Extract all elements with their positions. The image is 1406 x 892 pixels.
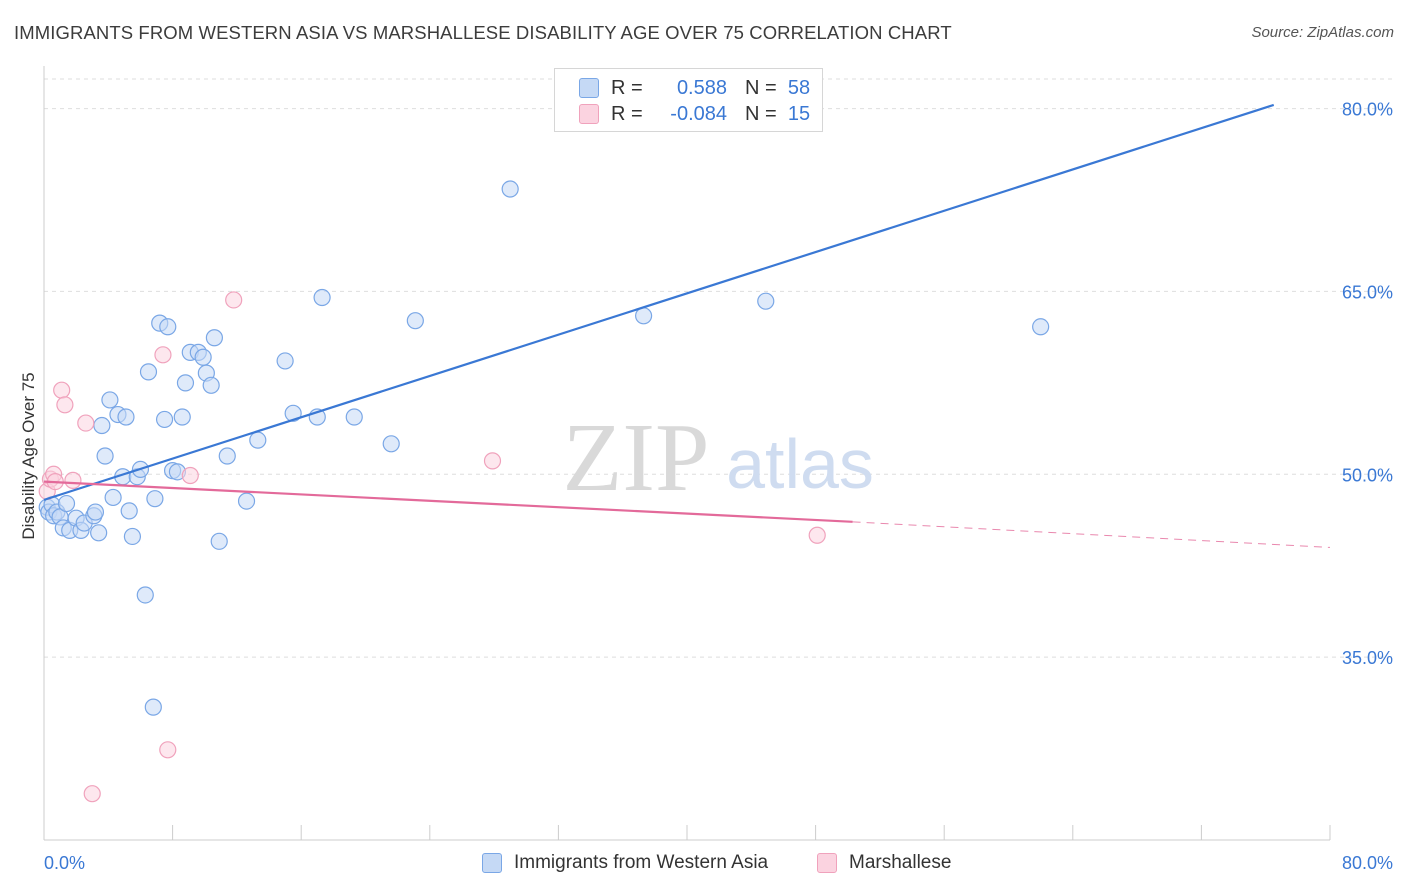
x-tick-label: 0.0%	[44, 853, 85, 873]
watermark-zip: ZIP	[563, 404, 710, 512]
source-label: Source: ZipAtlas.com	[1251, 24, 1394, 41]
y-tick-label: 80.0%	[1342, 100, 1393, 120]
series-marshallese	[38, 291, 826, 803]
data-point	[757, 292, 775, 310]
legend-n-value: 58	[787, 76, 811, 99]
legend-r-label: R =	[611, 76, 643, 99]
y-tick-label: 35.0%	[1342, 648, 1393, 668]
trend-line-western-asia	[43, 103, 1275, 501]
watermark-atlas: atlas	[726, 425, 874, 503]
data-point	[225, 291, 243, 309]
data-point	[159, 318, 177, 336]
series-swatch-western-asia	[482, 853, 502, 873]
data-point	[202, 376, 220, 394]
data-point	[501, 180, 519, 198]
legend-n-label: N =	[745, 76, 777, 99]
data-point	[276, 352, 294, 370]
data-point	[249, 431, 267, 449]
data-point	[483, 452, 502, 470]
watermark: ZIP atlas	[563, 404, 874, 512]
data-point	[120, 502, 138, 520]
data-point	[194, 348, 212, 366]
chart-title: IMMIGRANTS FROM WESTERN ASIA VS MARSHALL…	[14, 22, 952, 43]
data-point	[345, 408, 363, 426]
data-point	[205, 329, 223, 347]
y-tick-label: 65.0%	[1342, 282, 1393, 302]
data-point	[136, 586, 154, 604]
data-point	[159, 741, 177, 759]
data-point	[90, 524, 108, 542]
data-point	[154, 346, 172, 364]
y-axis-label: Disability Age Over 75	[19, 372, 38, 539]
legend-swatch-marshallese	[579, 104, 599, 124]
data-point	[77, 414, 95, 432]
data-point	[313, 288, 331, 307]
data-point	[96, 447, 114, 465]
data-point	[218, 447, 236, 465]
axes	[43, 66, 1331, 841]
y-tick-labels: 35.0% 50.0% 65.0% 80.0%	[1342, 100, 1393, 669]
data-point	[237, 492, 256, 510]
data-point	[382, 435, 400, 453]
series-legend-item-western-asia: Immigrants from Western Asia	[482, 852, 768, 874]
grid-lines	[44, 78, 1392, 658]
data-point	[101, 391, 119, 409]
data-point	[155, 410, 174, 429]
data-point	[406, 312, 424, 330]
data-point	[173, 408, 191, 426]
data-point	[83, 785, 101, 803]
series-name: Immigrants from Western Asia	[514, 852, 769, 873]
x-tick-label: 80.0%	[1342, 853, 1393, 873]
series-name: Marshallese	[849, 852, 952, 873]
data-point	[808, 526, 826, 544]
data-point	[146, 490, 164, 508]
series-points	[38, 180, 1050, 803]
trend-lines	[43, 103, 1331, 548]
data-point	[86, 503, 105, 521]
legend-row-marshallese: R = -0.084 N = 15	[579, 101, 819, 127]
data-point	[57, 494, 76, 513]
legend-r-label: R =	[611, 102, 643, 125]
legend-r-value: -0.084	[670, 102, 727, 125]
trend-line-marshallese	[43, 480, 853, 523]
data-point	[56, 396, 74, 414]
trend-line-extension	[852, 521, 1331, 548]
data-point	[1032, 318, 1050, 336]
y-tick-label: 50.0%	[1342, 465, 1393, 485]
correlation-legend: R = 0.588 N = 58 R = -0.084 N = 15	[554, 68, 823, 132]
data-point	[176, 374, 195, 392]
data-point	[104, 488, 122, 507]
series-western-asia	[38, 180, 1050, 716]
legend-n-label: N =	[745, 102, 777, 125]
data-point	[123, 527, 142, 546]
data-point	[284, 404, 302, 422]
legend-r-value: 0.588	[676, 76, 727, 99]
data-point	[144, 698, 162, 716]
series-swatch-marshallese	[817, 853, 837, 873]
series-legend: Immigrants from Western Asia Marshallese	[0, 852, 1406, 878]
x-tick-labels: 0.0% 80.0%	[44, 853, 1393, 873]
legend-swatch-western-asia	[579, 78, 599, 98]
data-point	[64, 471, 82, 489]
legend-n-value: 15	[787, 102, 811, 125]
data-point	[53, 381, 71, 399]
data-point	[181, 466, 199, 485]
legend-row-western-asia: R = 0.588 N = 58	[579, 75, 819, 101]
series-legend-item-marshallese: Marshallese	[817, 852, 951, 874]
data-point	[210, 532, 228, 550]
data-point	[93, 416, 111, 435]
data-point	[139, 363, 158, 381]
data-point	[117, 408, 135, 426]
